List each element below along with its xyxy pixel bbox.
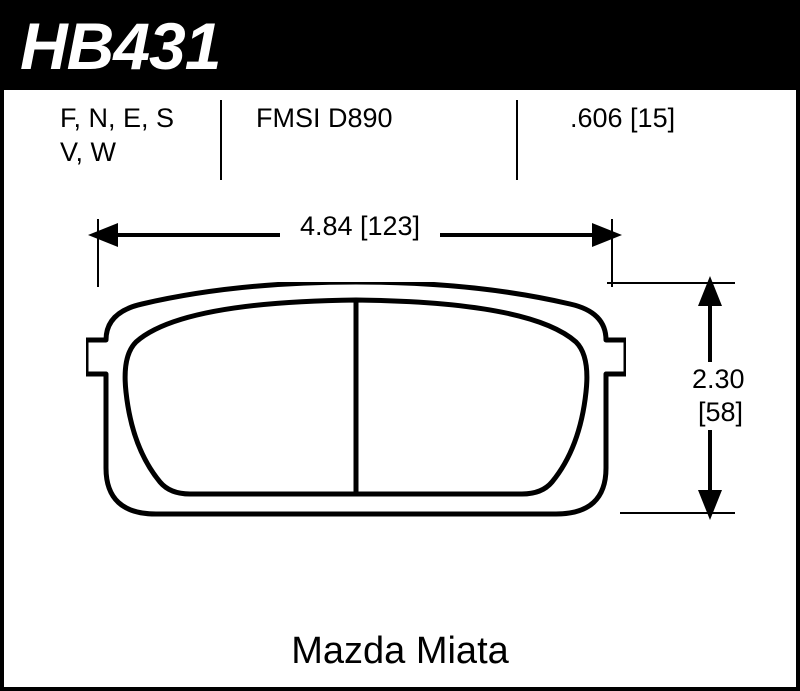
brake-pad-outline xyxy=(86,282,626,518)
divider-1 xyxy=(220,100,222,180)
product-name: Mazda Miata xyxy=(0,630,800,673)
dim-height-mm: [58] xyxy=(694,395,747,430)
arrowhead-down-icon xyxy=(695,486,725,520)
arrowhead-right-icon xyxy=(588,220,622,250)
compounds-line1: F, N, E, S xyxy=(60,103,174,133)
dim-height-in: 2.30 xyxy=(688,362,749,397)
spec-thickness: .606 [15] xyxy=(570,102,675,136)
arrowhead-left-icon xyxy=(88,220,122,250)
spec-row: F, N, E, S V, W FMSI D890 .606 [15] xyxy=(0,102,800,174)
divider-2 xyxy=(516,100,518,180)
spec-fmsi: FMSI D890 xyxy=(256,102,393,136)
part-number: HB431 xyxy=(20,8,220,84)
dim-width-label: 4.84 [123] xyxy=(280,209,440,244)
spec-compounds: F, N, E, S V, W xyxy=(60,102,210,170)
arrowhead-up-icon xyxy=(695,276,725,310)
compounds-line2: V, W xyxy=(60,137,116,167)
